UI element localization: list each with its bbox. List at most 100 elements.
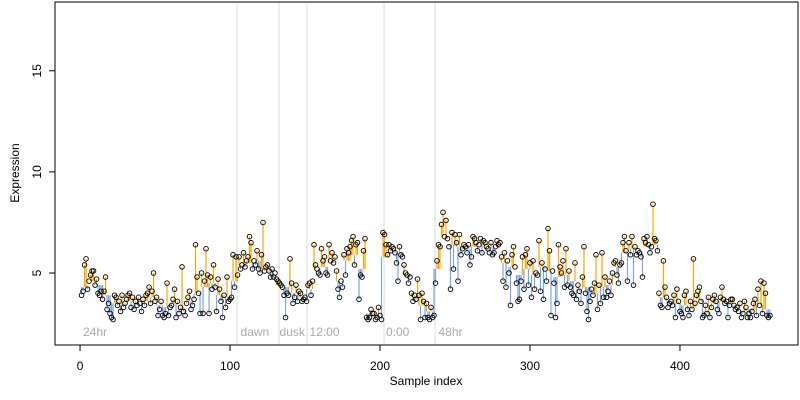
data-point <box>153 294 160 301</box>
data-point <box>117 308 124 315</box>
data-point <box>200 310 206 317</box>
data-point <box>423 300 430 307</box>
data-point <box>224 274 230 280</box>
data-point <box>407 274 413 280</box>
data-point <box>713 298 719 305</box>
data-point <box>138 308 145 315</box>
data-point <box>521 286 527 292</box>
data-point <box>578 300 584 307</box>
data-point <box>468 254 475 260</box>
data-point <box>497 239 503 246</box>
data-point <box>321 254 328 260</box>
data-point <box>530 258 536 264</box>
data-point <box>594 306 601 313</box>
data-point <box>683 288 689 294</box>
data-point <box>551 280 557 286</box>
data-point <box>104 306 110 313</box>
data-point <box>599 250 605 256</box>
data-point <box>356 296 362 303</box>
data-point <box>464 250 470 256</box>
data-point <box>686 312 692 319</box>
data-point <box>605 288 611 294</box>
data-point <box>563 245 569 252</box>
data-point <box>335 286 341 292</box>
data-point <box>150 270 157 276</box>
data-point <box>332 254 338 260</box>
data-point <box>207 274 214 280</box>
data-point <box>93 276 100 282</box>
group-label: 48hr <box>438 325 462 339</box>
data-point <box>524 245 530 252</box>
data-point <box>548 312 554 319</box>
data-point <box>399 254 406 260</box>
data-point <box>522 252 529 258</box>
data-point <box>465 241 472 248</box>
data-point <box>491 250 497 256</box>
data-point <box>129 294 136 301</box>
data-point <box>182 312 188 319</box>
data-point <box>236 254 242 260</box>
data-point <box>755 286 761 292</box>
data-point <box>222 304 229 311</box>
data-point <box>620 239 626 246</box>
data-point <box>101 288 107 294</box>
data-point <box>740 310 746 317</box>
data-point <box>371 310 377 317</box>
data-point <box>560 258 566 264</box>
data-point <box>450 266 457 272</box>
data-point <box>558 270 565 276</box>
data-point <box>761 280 767 286</box>
data-point <box>197 310 203 317</box>
y-axis-label: Expression <box>8 143 22 202</box>
data-point <box>549 268 556 274</box>
data-point <box>536 237 542 244</box>
data-point <box>282 314 289 321</box>
data-point <box>201 278 208 284</box>
data-point <box>290 300 296 307</box>
data-point <box>612 258 619 264</box>
data-point <box>81 262 88 268</box>
group-label: 24hr <box>83 325 107 339</box>
data-point <box>186 288 193 294</box>
data-point <box>498 254 505 260</box>
data-point <box>708 304 715 311</box>
data-point <box>141 302 148 309</box>
data-point <box>539 260 545 266</box>
data-point <box>719 284 725 290</box>
data-point <box>591 280 598 286</box>
data-point <box>431 312 437 319</box>
data-point <box>381 231 388 238</box>
data-point <box>644 233 650 240</box>
data-point <box>92 282 98 288</box>
data-point <box>233 254 239 260</box>
data-point <box>608 292 614 298</box>
data-point <box>749 308 755 315</box>
data-point <box>555 241 562 248</box>
data-point <box>147 300 154 307</box>
data-point <box>500 278 506 284</box>
data-point <box>339 284 346 290</box>
data-point <box>342 272 349 278</box>
data-point <box>99 296 106 303</box>
data-point <box>503 284 509 290</box>
data-point <box>584 308 590 315</box>
data-point <box>687 298 694 305</box>
data-point <box>576 288 583 294</box>
data-point <box>351 262 358 268</box>
data-point <box>456 231 463 238</box>
data-point <box>662 284 668 290</box>
data-point <box>354 239 361 246</box>
data-point <box>248 239 254 246</box>
data-point <box>729 296 736 303</box>
data-point <box>170 296 176 303</box>
data-point <box>119 292 125 298</box>
data-point <box>206 310 212 317</box>
data-point <box>432 280 439 286</box>
data-point <box>663 294 670 301</box>
data-point <box>632 243 638 250</box>
data-point <box>659 304 665 311</box>
data-point <box>513 280 520 286</box>
data-point <box>303 298 310 305</box>
data-point <box>102 274 109 280</box>
data-point <box>444 235 451 242</box>
